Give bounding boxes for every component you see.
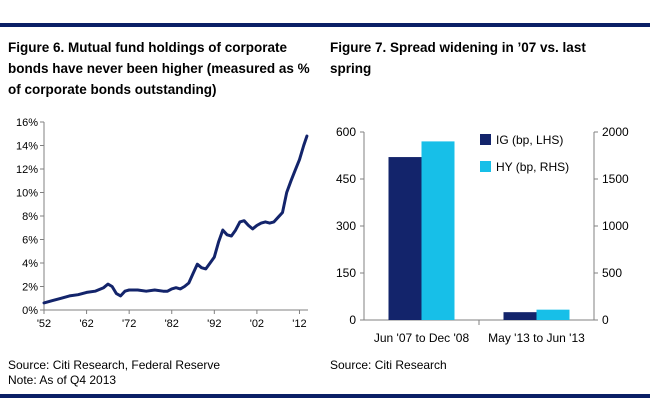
bar-hy: [421, 141, 455, 320]
left-y-tick-label: 300: [336, 219, 356, 233]
right-y-tick-label: 2000: [602, 125, 629, 139]
y-tick-label: 8%: [22, 211, 38, 223]
top-rule: [0, 23, 650, 27]
figure-6-source: Source: Citi Research, Federal Reserve: [8, 358, 221, 372]
x-tick-label: '92: [207, 318, 221, 330]
left-y-tick-label: 150: [336, 266, 356, 280]
y-tick-label: 16%: [16, 117, 38, 129]
x-tick-label: '02: [250, 318, 264, 330]
legend-label-hy: HY (bp, RHS): [496, 160, 569, 174]
y-tick-label: 10%: [16, 188, 38, 200]
figure-6-title: Figure 6. Mutual fund holdings of corpor…: [8, 40, 310, 97]
figure-7-title: Figure 7. Spread widening in ’07 vs. las…: [330, 40, 586, 76]
x-tick-label: '62: [79, 318, 93, 330]
right-y-tick-label: 1500: [602, 172, 629, 186]
y-tick-label: 2%: [22, 282, 38, 294]
series-line: [42, 134, 309, 305]
left-y-tick-label: 450: [336, 172, 356, 186]
x-tick-label: '82: [165, 318, 179, 330]
x-category-label: Jun '07 to Dec '08: [374, 331, 470, 345]
right-y-tick-label: 500: [602, 266, 622, 280]
x-category-label: May '13 to Jun '13: [488, 331, 585, 345]
figure-7-source: Source: Citi Research: [330, 358, 447, 372]
bar-ig: [388, 157, 422, 320]
right-y-tick-label: 1000: [602, 219, 629, 233]
x-tick-label: '12: [292, 318, 306, 330]
left-y-tick-label: 600: [336, 125, 356, 139]
figure-6-note: Note: As of Q4 2013: [8, 373, 117, 387]
right-y-tick-label: 0: [602, 313, 609, 327]
y-tick-label: 14%: [16, 141, 38, 153]
legend-label-ig: IG (bp, LHS): [496, 133, 563, 147]
legend-swatch-hy: [480, 161, 491, 172]
y-tick-label: 4%: [22, 258, 38, 270]
y-tick-label: 12%: [16, 164, 38, 176]
bar-ig: [503, 312, 537, 320]
y-tick-label: 0%: [22, 305, 38, 317]
legend-swatch-ig: [480, 134, 491, 145]
bar-hy: [536, 309, 570, 320]
x-tick-label: '52: [37, 318, 51, 330]
left-y-tick-label: 0: [349, 313, 356, 327]
bottom-rule: [0, 394, 650, 398]
x-tick-label: '72: [122, 318, 136, 330]
y-tick-label: 6%: [22, 235, 38, 247]
